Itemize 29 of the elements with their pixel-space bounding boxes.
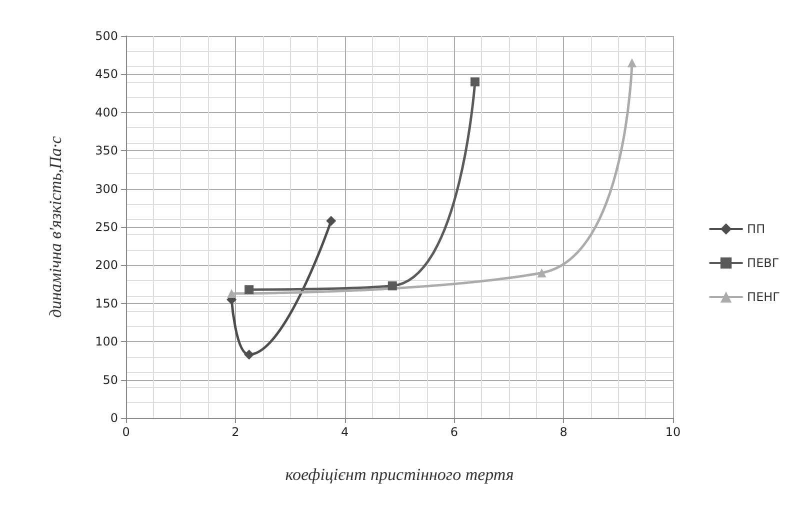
x-tick-label: 8 <box>560 425 568 439</box>
y-tick-label: 350 <box>95 144 118 158</box>
point <box>388 281 397 290</box>
y-tick-label: 400 <box>95 105 118 120</box>
y-tick-label: 200 <box>95 258 118 272</box>
y-axis-title: динамічна в'язкість,Па·с <box>46 136 65 318</box>
y-tick-label: 250 <box>95 220 118 234</box>
point <box>244 285 254 294</box>
y-tick-label: 100 <box>95 334 118 349</box>
point <box>244 350 254 360</box>
y-tick-label: 50 <box>102 372 118 387</box>
legend-label: ПЕВГ <box>747 256 780 270</box>
x-tick-label: 0 <box>122 425 130 439</box>
x-tick-label: 6 <box>450 425 458 439</box>
point <box>326 216 336 226</box>
y-tick-label: 150 <box>95 296 118 310</box>
y-tick-label: 0 <box>110 411 118 425</box>
point <box>627 58 636 68</box>
x-tick-label: 10 <box>665 425 681 439</box>
point <box>470 77 480 86</box>
legend-label: ПП <box>747 222 766 236</box>
y-tick-label: 300 <box>95 182 118 196</box>
point <box>537 268 546 278</box>
y-tick-label: 450 <box>95 67 118 82</box>
legend-label: ПЕНГ <box>747 290 780 304</box>
x-tick-label: 4 <box>340 425 349 439</box>
x-axis-title: коефіцієнт пристінного тертя <box>285 465 514 484</box>
x-tick-label: 2 <box>232 425 240 439</box>
y-tick-label: 500 <box>95 29 118 43</box>
